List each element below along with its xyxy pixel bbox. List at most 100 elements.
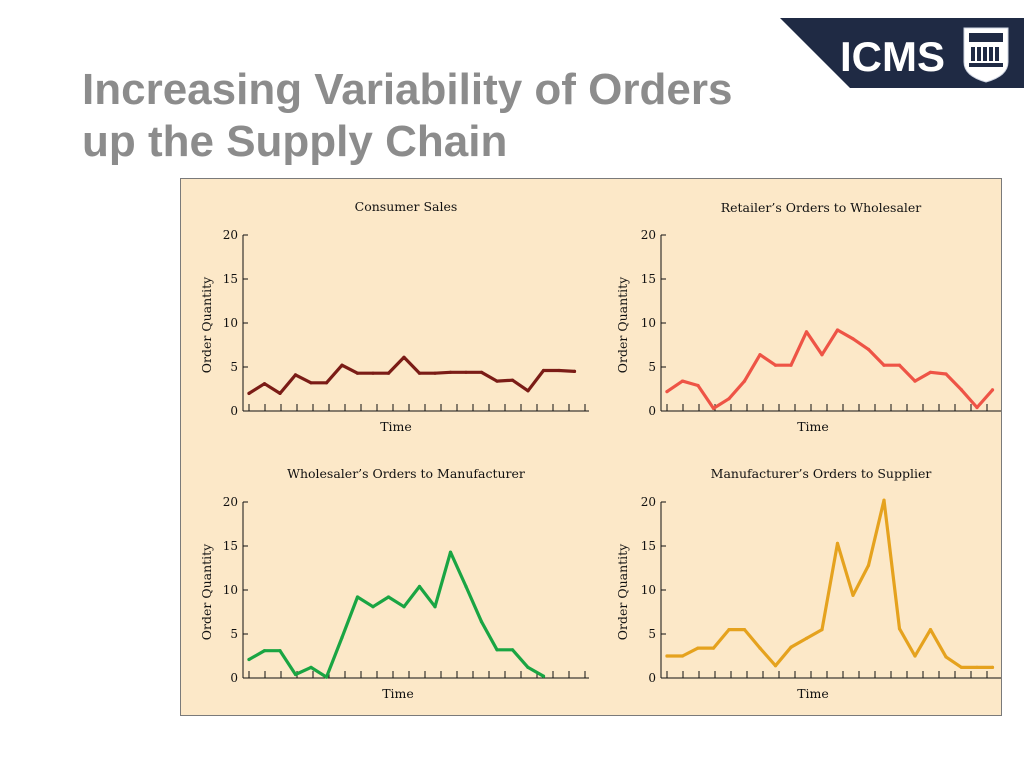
y-tick-label: 20 — [223, 228, 238, 242]
data-point — [371, 605, 375, 609]
y-tick-label: 5 — [648, 627, 656, 641]
data-point — [804, 636, 809, 640]
y-axis-label: Order Quantity — [199, 276, 214, 373]
y-tick-label: 15 — [641, 272, 656, 286]
data-point — [386, 595, 391, 599]
data-point — [727, 397, 731, 401]
data-point — [665, 654, 669, 658]
x-axis-label: Time — [797, 419, 829, 434]
chart-title: Consumer Sales — [355, 199, 458, 214]
y-axis-label: Order Quantity — [615, 276, 630, 373]
data-point — [804, 330, 809, 334]
y-tick-label: 5 — [648, 360, 656, 374]
data-point — [309, 381, 313, 385]
y-tick-label: 10 — [223, 316, 238, 330]
data-point — [557, 368, 561, 373]
data-point — [773, 363, 778, 367]
data-point — [665, 390, 669, 394]
data-point — [897, 363, 902, 367]
data-point — [510, 648, 515, 652]
y-axis-label: Order Quantity — [199, 543, 214, 640]
data-point — [789, 363, 793, 367]
data-point — [990, 665, 995, 669]
chart-title: Retailer’s Orders to Wholesaler — [721, 200, 922, 215]
data-point — [882, 498, 886, 502]
x-axis-label: Time — [382, 686, 414, 701]
y-tick-label: 0 — [230, 404, 238, 418]
y-axis-label: Order Quantity — [615, 543, 630, 640]
data-point — [913, 379, 917, 383]
data-point — [572, 369, 577, 373]
y-tick-label: 20 — [641, 228, 656, 242]
data-point — [278, 391, 282, 395]
data-point — [526, 389, 530, 393]
y-tick-label: 0 — [230, 671, 238, 685]
data-point — [510, 378, 515, 382]
data-point — [417, 371, 422, 375]
y-tick-label: 20 — [641, 495, 656, 509]
slide-title-line-1: Increasing Variability of Orders — [82, 65, 733, 114]
series-line — [247, 355, 577, 395]
charts-canvas: Consumer Sales 0 5 10 15 20 Time Order Quantity… — [199, 199, 1001, 701]
data-point — [526, 665, 530, 669]
data-point — [835, 328, 840, 332]
y-tick-label: 5 — [230, 360, 238, 374]
data-point — [324, 381, 329, 385]
data-point — [541, 674, 546, 678]
data-point — [293, 373, 298, 377]
y-tick-label: 10 — [641, 583, 656, 597]
data-point — [495, 648, 499, 652]
data-point — [851, 593, 855, 597]
data-point — [324, 675, 329, 679]
y-tick-label: 0 — [648, 404, 656, 418]
data-point — [820, 628, 824, 632]
data-point — [882, 363, 886, 367]
data-point — [696, 383, 700, 388]
data-point — [448, 550, 453, 554]
data-point — [758, 353, 762, 357]
slide-title-line-2: up the Supply Chain — [82, 117, 508, 166]
data-point — [944, 655, 948, 659]
data-point — [247, 391, 251, 395]
series-line — [247, 550, 546, 679]
logo-banner — [780, 18, 1024, 88]
data-point — [417, 584, 422, 589]
data-point — [541, 368, 546, 373]
data-point — [433, 371, 437, 375]
y-tick-label: 10 — [641, 316, 656, 330]
y-tick-label: 0 — [648, 671, 656, 685]
data-point — [386, 371, 391, 375]
data-point — [448, 370, 453, 374]
data-point — [742, 628, 747, 632]
x-axis-label: Time — [797, 686, 829, 701]
series-line — [665, 328, 995, 410]
y-tick-label: 15 — [223, 539, 238, 553]
x-axis-label: Time — [380, 419, 412, 434]
data-point — [247, 657, 251, 662]
data-point — [913, 654, 917, 658]
y-tick-label: 5 — [230, 627, 238, 641]
data-point — [742, 379, 747, 383]
data-point — [789, 645, 793, 649]
data-point — [479, 620, 484, 624]
data-point — [402, 605, 406, 609]
data-point — [959, 388, 964, 392]
data-point — [402, 355, 406, 359]
icms-logo: ICMS — [780, 18, 1024, 88]
data-point — [680, 379, 685, 383]
data-point — [975, 405, 979, 410]
data-point — [944, 372, 948, 376]
data-point — [835, 541, 840, 545]
data-point — [711, 646, 716, 650]
data-point — [975, 665, 979, 669]
data-point — [866, 563, 871, 567]
supply-chain-figure: Consumer Sales 0 5 10 15 20 Time Order Quantity… — [180, 178, 1002, 716]
data-point — [479, 370, 484, 374]
data-point — [990, 388, 995, 392]
data-point — [355, 371, 360, 375]
data-point — [495, 379, 499, 383]
data-point — [262, 382, 267, 386]
data-point — [340, 363, 344, 367]
data-point — [433, 605, 437, 609]
data-point — [371, 371, 375, 375]
